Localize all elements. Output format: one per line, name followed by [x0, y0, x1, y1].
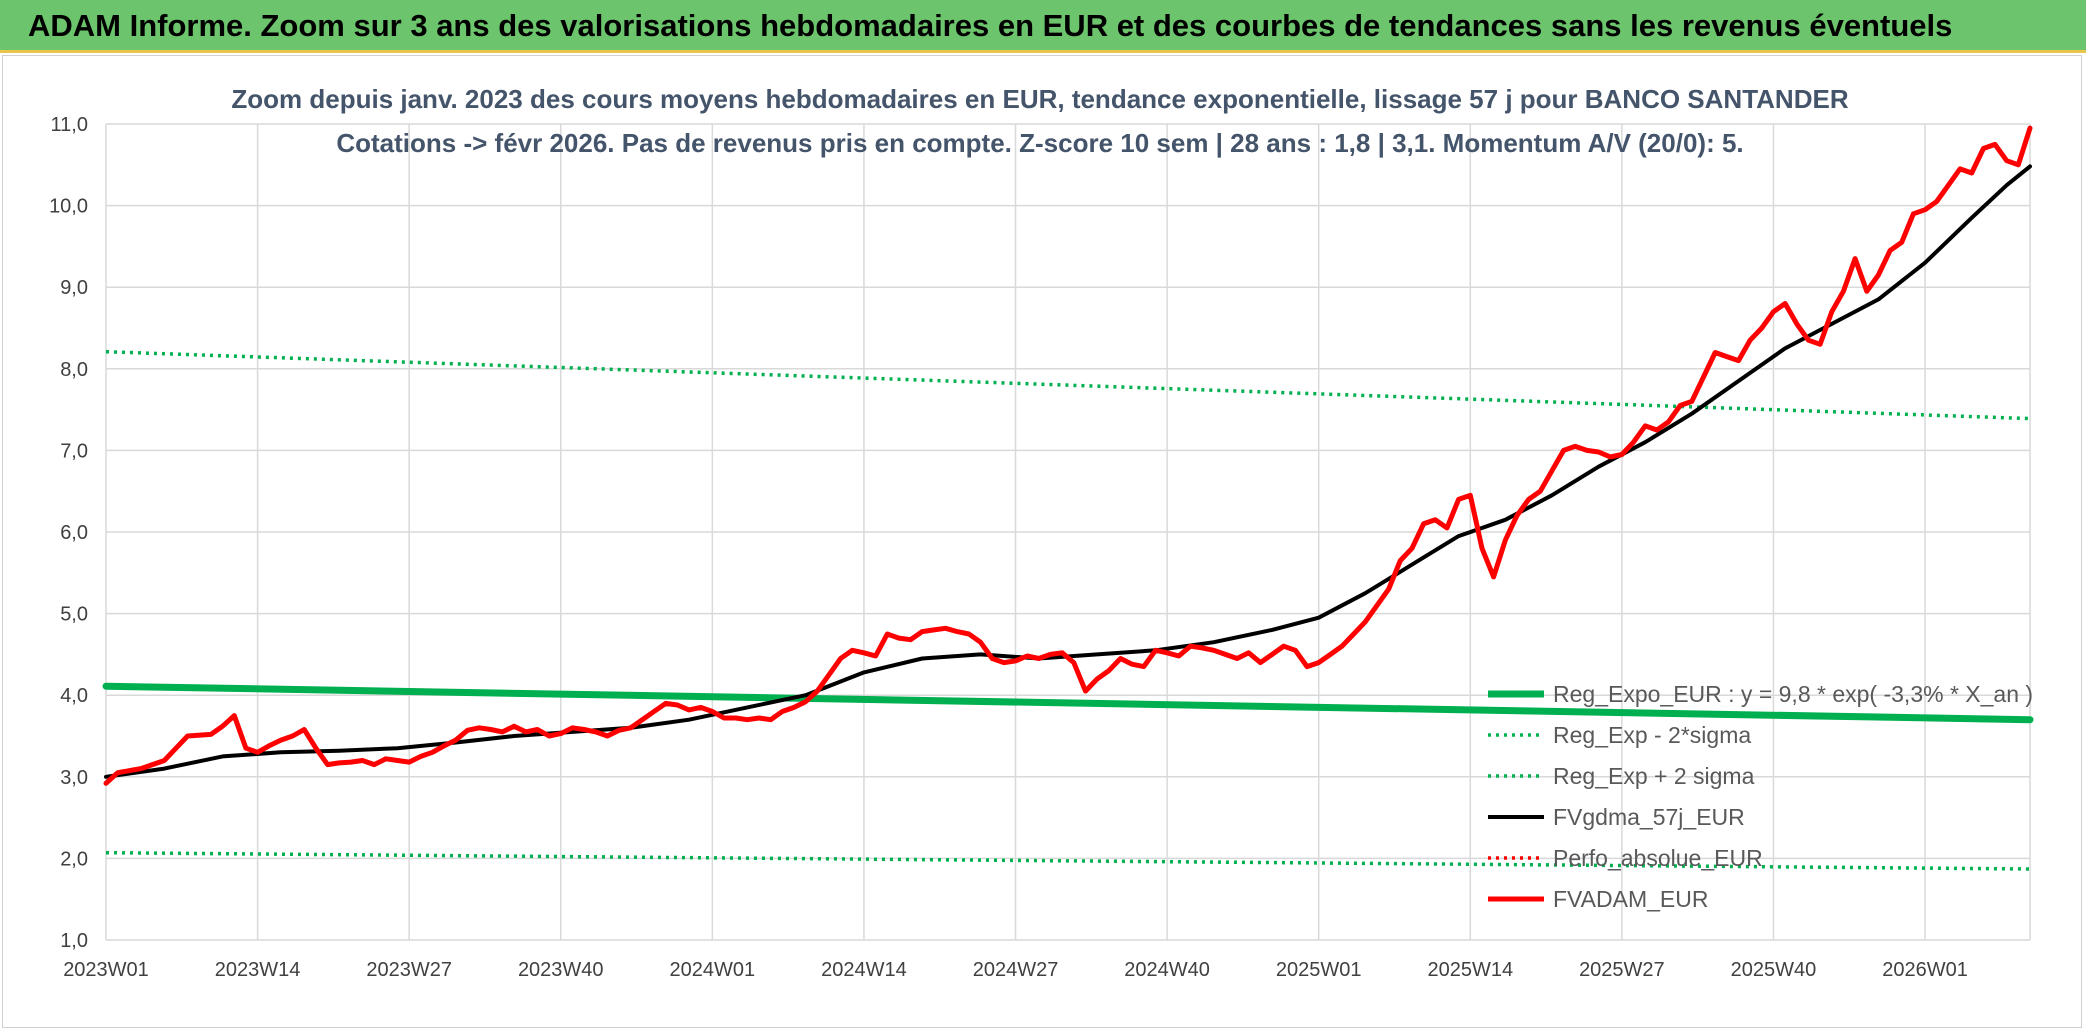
legend-label: FVgdma_57j_EUR	[1553, 804, 1745, 830]
series-lines	[102, 125, 2034, 871]
x-tick-label: 2024W14	[821, 959, 907, 981]
y-tick-label: 8,0	[60, 359, 88, 381]
legend-label: Reg_Exp - 2*sigma	[1553, 722, 1751, 748]
legend-label: FVADAM_EUR	[1553, 886, 1709, 912]
y-tick-label: 11,0	[51, 114, 88, 136]
y-tick-label: 2,0	[60, 848, 88, 870]
y-tick-label: 1,0	[60, 930, 88, 952]
chart-frame	[2, 55, 2082, 1028]
y-tick-label: 3,0	[60, 767, 88, 789]
chart-title: Zoom depuis janv. 2023 des cours moyens …	[231, 84, 1848, 158]
series-line-0	[102, 682, 2034, 724]
y-axis: 1,0 2,0 3,0 4,0 5,0 6,0 7,0 8,0 9,0 10,0 11,0	[49, 114, 88, 952]
x-tick-label: 2023W40	[518, 959, 604, 981]
y-tick-label: 4,0	[60, 685, 88, 707]
legend-label: Reg_Expo_EUR : y = 9,8 * exp( -3,3% * X_…	[1553, 681, 2033, 707]
x-tick-label: 2023W01	[63, 959, 149, 981]
x-tick-label: 2025W40	[1731, 959, 1817, 981]
legend-label: Perfo_absolue_EUR	[1553, 845, 1763, 871]
header-banner: ADAM Informe. Zoom sur 3 ans des valoris…	[0, 0, 2086, 53]
gridlines	[105, 123, 2031, 941]
x-axis: 2023W01 2023W14 2023W27 2023W40 2024W01 2024W…	[63, 959, 1968, 981]
x-tick-label: 2024W01	[670, 959, 756, 981]
y-tick-label: 6,0	[60, 522, 88, 544]
series-line-3	[104, 164, 2032, 779]
x-tick-label: 2025W01	[1276, 959, 1362, 981]
legend-label: Reg_Exp + 2 sigma	[1553, 763, 1755, 789]
legend: Reg_Expo_EUR : y = 9,8 * exp( -3,3% * X_…	[1488, 681, 2033, 912]
chart-title-line-1: Zoom depuis janv. 2023 des cours moyens …	[231, 84, 1848, 114]
y-tick-label: 10,0	[49, 196, 88, 218]
x-tick-label: 2024W27	[973, 959, 1059, 981]
x-tick-label: 2023W27	[366, 959, 452, 981]
x-tick-label: 2024W40	[1124, 959, 1210, 981]
x-tick-label: 2023W14	[215, 959, 301, 981]
y-tick-label: 7,0	[60, 440, 88, 462]
y-tick-label: 5,0	[60, 604, 88, 626]
series-line-1	[105, 850, 2031, 871]
x-tick-label: 2025W14	[1427, 959, 1513, 981]
series-line-2	[105, 349, 2031, 421]
report-title: ADAM Informe. Zoom sur 3 ans des valoris…	[28, 8, 1953, 43]
chart-title-line-2: Cotations -> févr 2026. Pas de revenus p…	[336, 128, 1743, 158]
series-line-4	[103, 125, 2033, 786]
x-tick-label: 2025W27	[1579, 959, 1665, 981]
y-tick-label: 9,0	[60, 277, 88, 299]
x-tick-label: 2026W01	[1882, 959, 1968, 981]
